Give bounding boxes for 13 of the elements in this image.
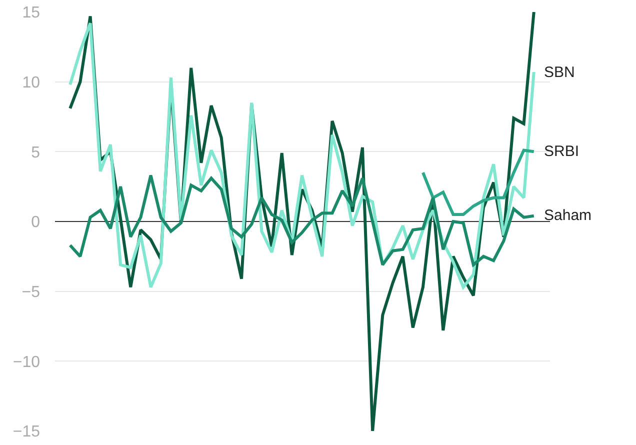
line-series	[68, 22, 536, 289]
y-tick-label: −5	[22, 284, 40, 301]
y-tick-label: −10	[12, 354, 40, 371]
line-series	[68, 174, 536, 266]
y-tick-label: 5	[31, 144, 40, 162]
series-label: SBN	[544, 64, 575, 81]
y-tick-label: 0	[31, 214, 40, 232]
y-tick-label: −15	[12, 424, 40, 441]
series-label: SRBI	[544, 143, 580, 160]
y-tick-label: 15	[22, 4, 40, 22]
y-tick-label: 10	[22, 74, 40, 92]
line-series	[421, 148, 536, 216]
series-label: Saham	[544, 207, 592, 224]
